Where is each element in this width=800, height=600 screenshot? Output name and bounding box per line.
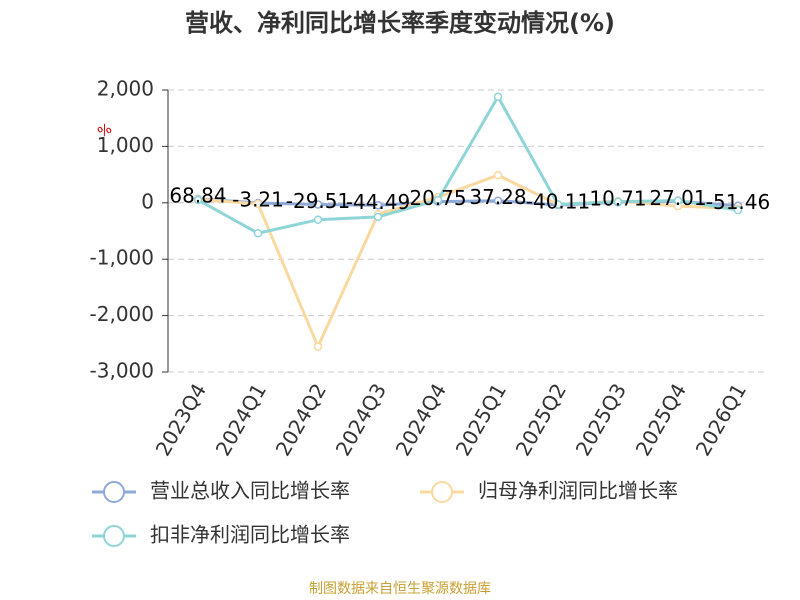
- x-tick-label: 2025Q1: [451, 379, 511, 460]
- x-tick-label: 2024Q3: [331, 379, 391, 460]
- point: [373, 212, 383, 222]
- point: [553, 200, 563, 209]
- y-tick-label: -3,000: [90, 359, 154, 383]
- legend-marker: [103, 525, 125, 547]
- legend-marker: [103, 481, 125, 503]
- data-label: 20.75: [409, 186, 466, 210]
- x-tick-label: 2025Q3: [571, 379, 631, 460]
- x-tick-label: 2024Q4: [391, 379, 451, 460]
- legend-label: 扣非净利润同比增长率: [150, 523, 350, 547]
- x-tick-label: 2026Q1: [691, 379, 751, 460]
- point: [493, 92, 503, 102]
- data-label: 27.01: [649, 186, 706, 210]
- data-label: 10.71: [589, 187, 646, 211]
- x-tick-label: 2025Q2: [511, 379, 571, 460]
- y-tick-label: 2,000: [97, 77, 154, 101]
- x-tick-label: 2024Q1: [211, 379, 271, 460]
- data-label: -44.49: [346, 190, 410, 214]
- point: [493, 170, 503, 180]
- point: [433, 195, 443, 205]
- legend-marker: [431, 481, 453, 503]
- point: [613, 197, 623, 206]
- point: [253, 199, 263, 209]
- point: [313, 215, 323, 224]
- y-tick-label: 1,000: [97, 133, 154, 157]
- chart-title: 营收、净利同比增长率季度变动情况(%): [185, 9, 615, 37]
- point: [253, 229, 263, 238]
- point: [673, 196, 683, 205]
- data-label: 37.28: [469, 185, 526, 209]
- point: [733, 205, 743, 215]
- x-tick-label: 2025Q4: [631, 379, 691, 460]
- x-tick-label: 2023Q4: [151, 379, 211, 460]
- data-label: 68.84: [169, 183, 226, 207]
- legend-label: 营业总收入同比增长率: [150, 479, 350, 503]
- point: [193, 195, 203, 205]
- data-label: -3.21: [232, 187, 284, 211]
- source-note: 制图数据来自恒生聚源数据库: [309, 581, 491, 597]
- y-tick-label: 0: [141, 189, 154, 213]
- data-label: -40.11: [526, 190, 590, 214]
- series-line: [197, 93, 739, 235]
- x-tick-label: 2024Q2: [271, 379, 331, 460]
- point: [493, 196, 503, 205]
- point: [373, 201, 383, 210]
- data-label: -51.46: [706, 190, 770, 214]
- data-label: -29.51: [286, 189, 350, 213]
- point: [313, 200, 323, 209]
- y-tick-label: -1,000: [90, 246, 154, 270]
- point: [313, 342, 323, 351]
- legend-label: 归母净利润同比增长率: [478, 479, 678, 503]
- y-tick-label: -2,000: [90, 302, 154, 326]
- series-line: [197, 173, 739, 351]
